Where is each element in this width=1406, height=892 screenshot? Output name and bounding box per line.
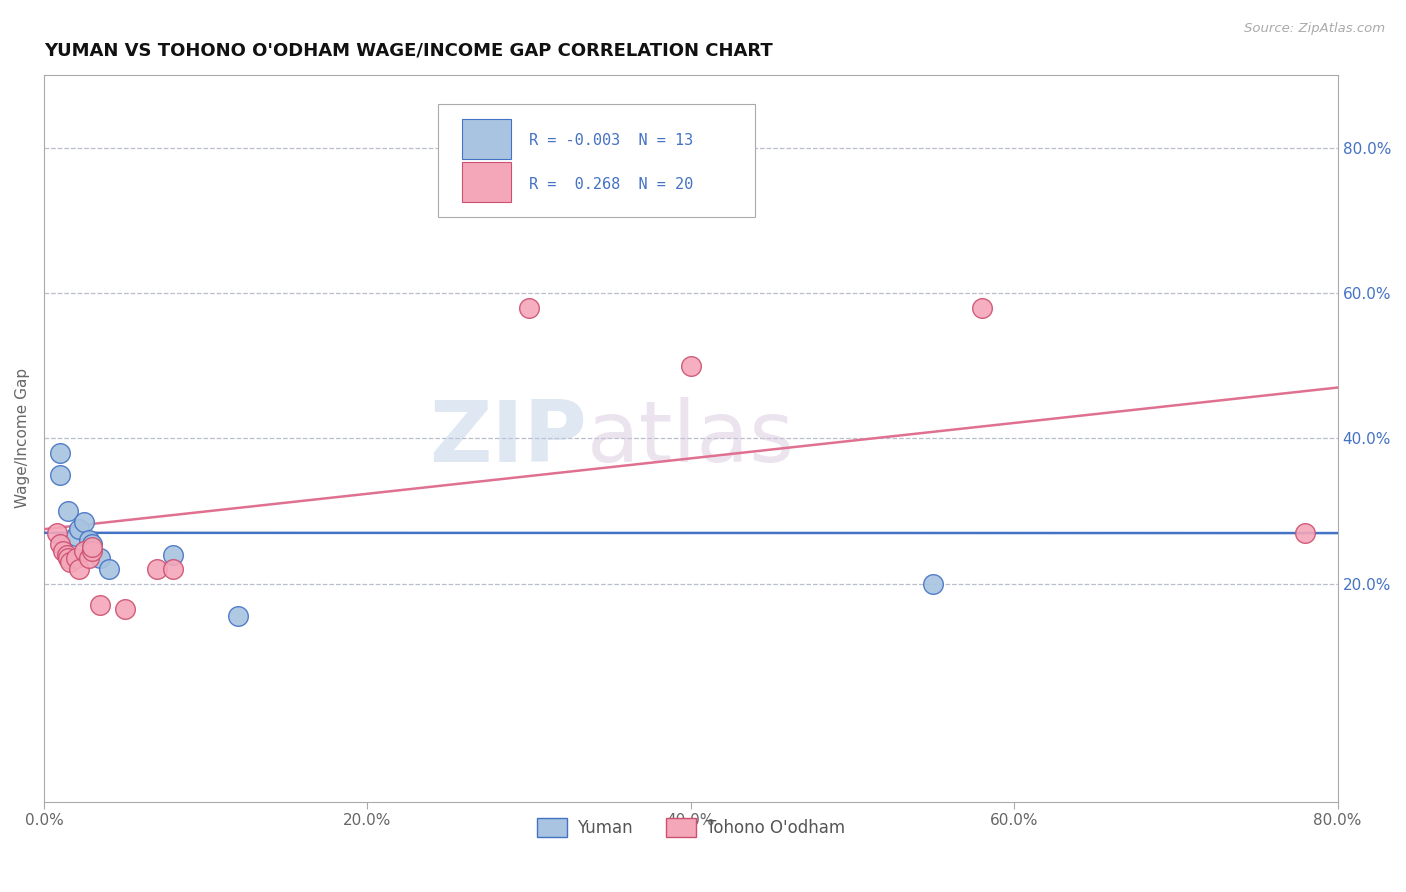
Point	[65, 551, 87, 566]
Point	[82, 541, 104, 555]
Text: ZIP: ZIP	[429, 397, 588, 480]
Point	[49, 467, 72, 482]
Point	[82, 544, 104, 558]
Point	[679, 359, 702, 373]
Text: Source: ZipAtlas.com: Source: ZipAtlas.com	[1244, 22, 1385, 36]
Point	[49, 446, 72, 460]
Y-axis label: Wage/Income Gap: Wage/Income Gap	[15, 368, 30, 508]
Point	[56, 504, 79, 518]
Point	[73, 544, 96, 558]
Point	[56, 551, 79, 566]
Text: YUMAN VS TOHONO O'ODHAM WAGE/INCOME GAP CORRELATION CHART: YUMAN VS TOHONO O'ODHAM WAGE/INCOME GAP …	[44, 42, 773, 60]
Point	[922, 576, 945, 591]
Point	[45, 525, 67, 540]
Legend: Yuman, Tohono O'odham: Yuman, Tohono O'odham	[530, 812, 852, 844]
Point	[69, 522, 91, 536]
Point	[146, 562, 169, 576]
Point	[82, 537, 104, 551]
FancyBboxPatch shape	[461, 162, 510, 202]
Point	[65, 529, 87, 543]
Point	[59, 555, 82, 569]
Point	[970, 301, 993, 315]
Point	[162, 548, 184, 562]
Point	[55, 548, 77, 562]
Point	[97, 562, 120, 576]
Point	[162, 562, 184, 576]
Point	[226, 609, 249, 624]
Text: R =  0.268  N = 20: R = 0.268 N = 20	[529, 177, 693, 192]
FancyBboxPatch shape	[461, 119, 510, 159]
Text: R = -0.003  N = 13: R = -0.003 N = 13	[529, 133, 693, 148]
Point	[517, 301, 540, 315]
Point	[77, 551, 100, 566]
Point	[69, 562, 91, 576]
Point	[89, 599, 111, 613]
Point	[73, 515, 96, 529]
Text: atlas: atlas	[588, 397, 796, 480]
Point	[52, 544, 75, 558]
Point	[1294, 525, 1316, 540]
Point	[77, 533, 100, 547]
Point	[49, 537, 72, 551]
Point	[114, 602, 136, 616]
FancyBboxPatch shape	[439, 104, 755, 217]
Point	[89, 551, 111, 566]
